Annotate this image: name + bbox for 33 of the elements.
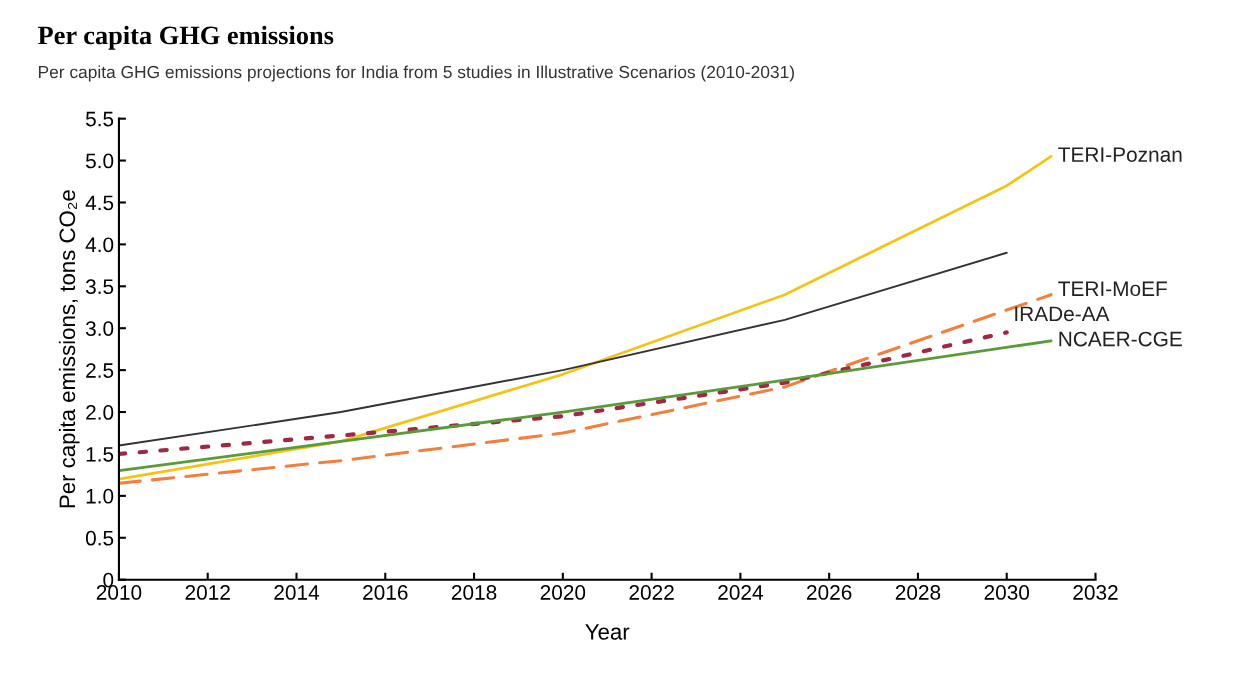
- series-label: TERI-Poznan: [1058, 147, 1182, 162]
- y-tick-label: 5.5: [85, 111, 114, 127]
- x-tick-label: 2014: [274, 585, 320, 600]
- y-tick-label: 3.0: [85, 321, 114, 336]
- x-tick-label: 2020: [540, 585, 586, 600]
- series-label: TERI-MoEF: [1058, 281, 1167, 297]
- y-axis-title: Per capita emissions, tons CO₂e: [58, 190, 80, 508]
- x-tick-label: 2016: [363, 585, 408, 600]
- x-tick-label: 2028: [895, 585, 941, 600]
- line-series: [118, 339, 1053, 473]
- x-tick-label: 2018: [451, 585, 497, 600]
- line-series: [118, 251, 1008, 447]
- y-tick-label: 4.0: [85, 237, 114, 253]
- x-tick-label: 2026: [807, 585, 852, 600]
- x-tick-label: 2022: [629, 585, 674, 600]
- y-tick-label: 1.0: [86, 488, 114, 504]
- series-label: IRADe-AA: [1015, 306, 1110, 322]
- chart-title: Per capita GHG emissions: [38, 25, 334, 50]
- line-series: [118, 330, 1009, 457]
- series-label: NCAER-CGE: [1059, 331, 1182, 347]
- x-tick-label: 2024: [718, 585, 763, 600]
- x-tick-label: 2030: [984, 585, 1030, 600]
- x-axis-title: Year: [585, 624, 630, 640]
- y-tick-label: 2.5: [86, 363, 114, 378]
- y-tick-label: 4.5: [85, 195, 114, 211]
- chart-subtitle: Per capita GHG emissions projections for India from 5 studies in Illustrative Scenarios (2010-2031): [38, 65, 794, 82]
- y-tick-label: 2.0: [86, 405, 114, 420]
- y-tick-label: 0.5: [85, 530, 114, 546]
- x-tick-label: 2012: [185, 585, 230, 600]
- y-tick-label: 5.0: [85, 153, 114, 169]
- x-tick-label: 2032: [1073, 585, 1118, 600]
- y-tick-label: 1.5: [86, 447, 114, 462]
- y-tick-label: 3.5: [85, 279, 114, 295]
